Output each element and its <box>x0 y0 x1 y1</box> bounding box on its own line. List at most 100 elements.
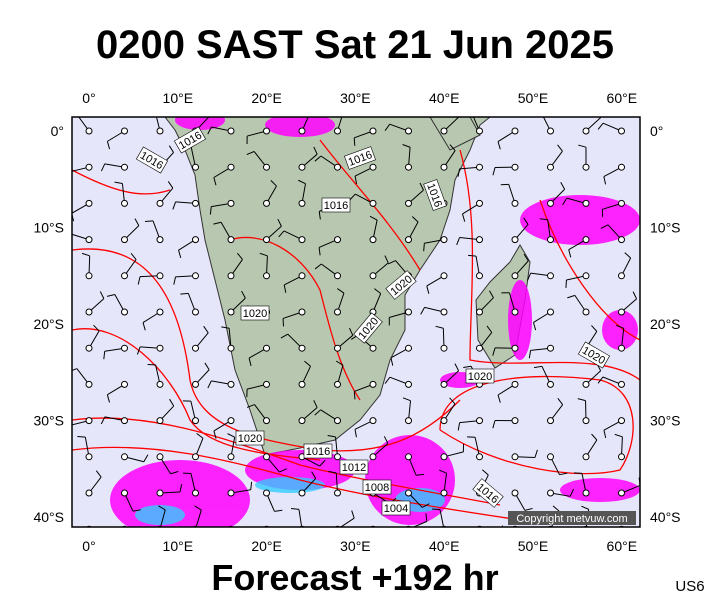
barb-station <box>370 273 376 279</box>
barb-station <box>583 418 589 424</box>
barb-flag <box>243 543 251 546</box>
barb-station <box>583 200 589 206</box>
barb-station <box>583 490 589 496</box>
forecast-label: Forecast +192 hr <box>211 557 498 598</box>
barb-station <box>228 273 234 279</box>
barb-station <box>512 381 518 387</box>
isobar-label-text: 1008 <box>365 482 389 494</box>
barb-station <box>122 454 128 460</box>
barb-station <box>477 164 483 170</box>
barb-station <box>406 164 412 170</box>
barb-station <box>193 164 199 170</box>
barb-station <box>228 345 234 351</box>
barb-station <box>619 164 625 170</box>
barb-flag <box>337 108 344 112</box>
lat-label-right: 20°S <box>650 316 681 332</box>
barb-station <box>157 200 163 206</box>
barb-station <box>370 237 376 243</box>
barb-station <box>157 237 163 243</box>
barb-station <box>512 164 518 170</box>
barb-station <box>477 345 483 351</box>
barb-station <box>122 237 128 243</box>
lon-label-top: 10°E <box>163 90 194 106</box>
barb-station <box>264 164 270 170</box>
barb-station <box>228 237 234 243</box>
barb-station <box>86 273 92 279</box>
lat-label-right: 30°S <box>650 413 681 429</box>
barb-station <box>512 418 518 424</box>
isobar-label: 1020 <box>466 369 494 383</box>
barb-flag <box>145 221 153 222</box>
isobar-label: 1004 <box>382 501 410 515</box>
barb-station <box>583 128 589 134</box>
barb-station <box>299 200 305 206</box>
barb-station <box>370 128 376 134</box>
barb-flag <box>77 436 85 437</box>
lon-label-bottom: 30°E <box>340 538 371 554</box>
barb-station <box>548 490 554 496</box>
lon-label-bottom: 20°E <box>251 538 282 554</box>
barb-station <box>193 309 199 315</box>
barb-station <box>441 128 447 134</box>
barb-station <box>122 128 128 134</box>
barb-station <box>548 418 554 424</box>
barb-station <box>157 345 163 351</box>
barb-station <box>441 490 447 496</box>
barb-station <box>264 381 270 387</box>
lon-label-bottom: 0° <box>82 538 95 554</box>
barb-station <box>441 381 447 387</box>
barb-station <box>264 200 270 206</box>
barb-station <box>122 418 128 424</box>
barb-station <box>264 490 270 496</box>
barb-station <box>86 345 92 351</box>
barb-staff <box>267 529 286 536</box>
lon-label-bottom: 10°E <box>163 538 194 554</box>
barb-station <box>157 418 163 424</box>
barb-station <box>299 418 305 424</box>
barb-station <box>122 381 128 387</box>
barb-station <box>406 309 412 315</box>
barb-station <box>299 164 305 170</box>
barb-flag <box>424 243 425 251</box>
barb-station <box>441 273 447 279</box>
barb-station <box>193 454 199 460</box>
barb-station <box>335 273 341 279</box>
lon-label-top: 30°E <box>340 90 371 106</box>
barb-flag <box>205 110 209 117</box>
barb-station <box>619 418 625 424</box>
barb-station <box>548 345 554 351</box>
barb-station <box>86 200 92 206</box>
barb-staff <box>373 529 380 548</box>
barb-station <box>619 273 625 279</box>
isobar-label: 1016 <box>322 198 350 212</box>
isobar-label: 1008 <box>363 480 391 494</box>
barb-station <box>299 345 305 351</box>
lat-label-left: 10°S <box>33 220 64 236</box>
barb-staff <box>89 529 108 537</box>
barb-station <box>406 381 412 387</box>
isobar-label-text: 1004 <box>384 503 408 515</box>
barb-station <box>370 418 376 424</box>
barb-station <box>228 490 234 496</box>
barb-flag <box>574 473 582 474</box>
barb-station <box>193 345 199 351</box>
barb-station <box>86 381 92 387</box>
barb-station <box>370 454 376 460</box>
lat-label-left: 20°S <box>33 316 64 332</box>
barb-station <box>406 237 412 243</box>
barb-station <box>86 237 92 243</box>
barb-station <box>335 309 341 315</box>
lat-label-left: 40°S <box>33 509 64 525</box>
isobar-label-text: 1012 <box>342 462 366 474</box>
barb-station <box>335 345 341 351</box>
barb-station <box>548 454 554 460</box>
barb-station <box>193 237 199 243</box>
barb-station <box>583 454 589 460</box>
barb-station <box>122 164 128 170</box>
barb-station <box>122 345 128 351</box>
barb-station <box>157 381 163 387</box>
barb-station <box>299 381 305 387</box>
barb-station <box>122 200 128 206</box>
barb-station <box>512 128 518 134</box>
copyright: Copyright metvuw.com <box>516 513 627 525</box>
